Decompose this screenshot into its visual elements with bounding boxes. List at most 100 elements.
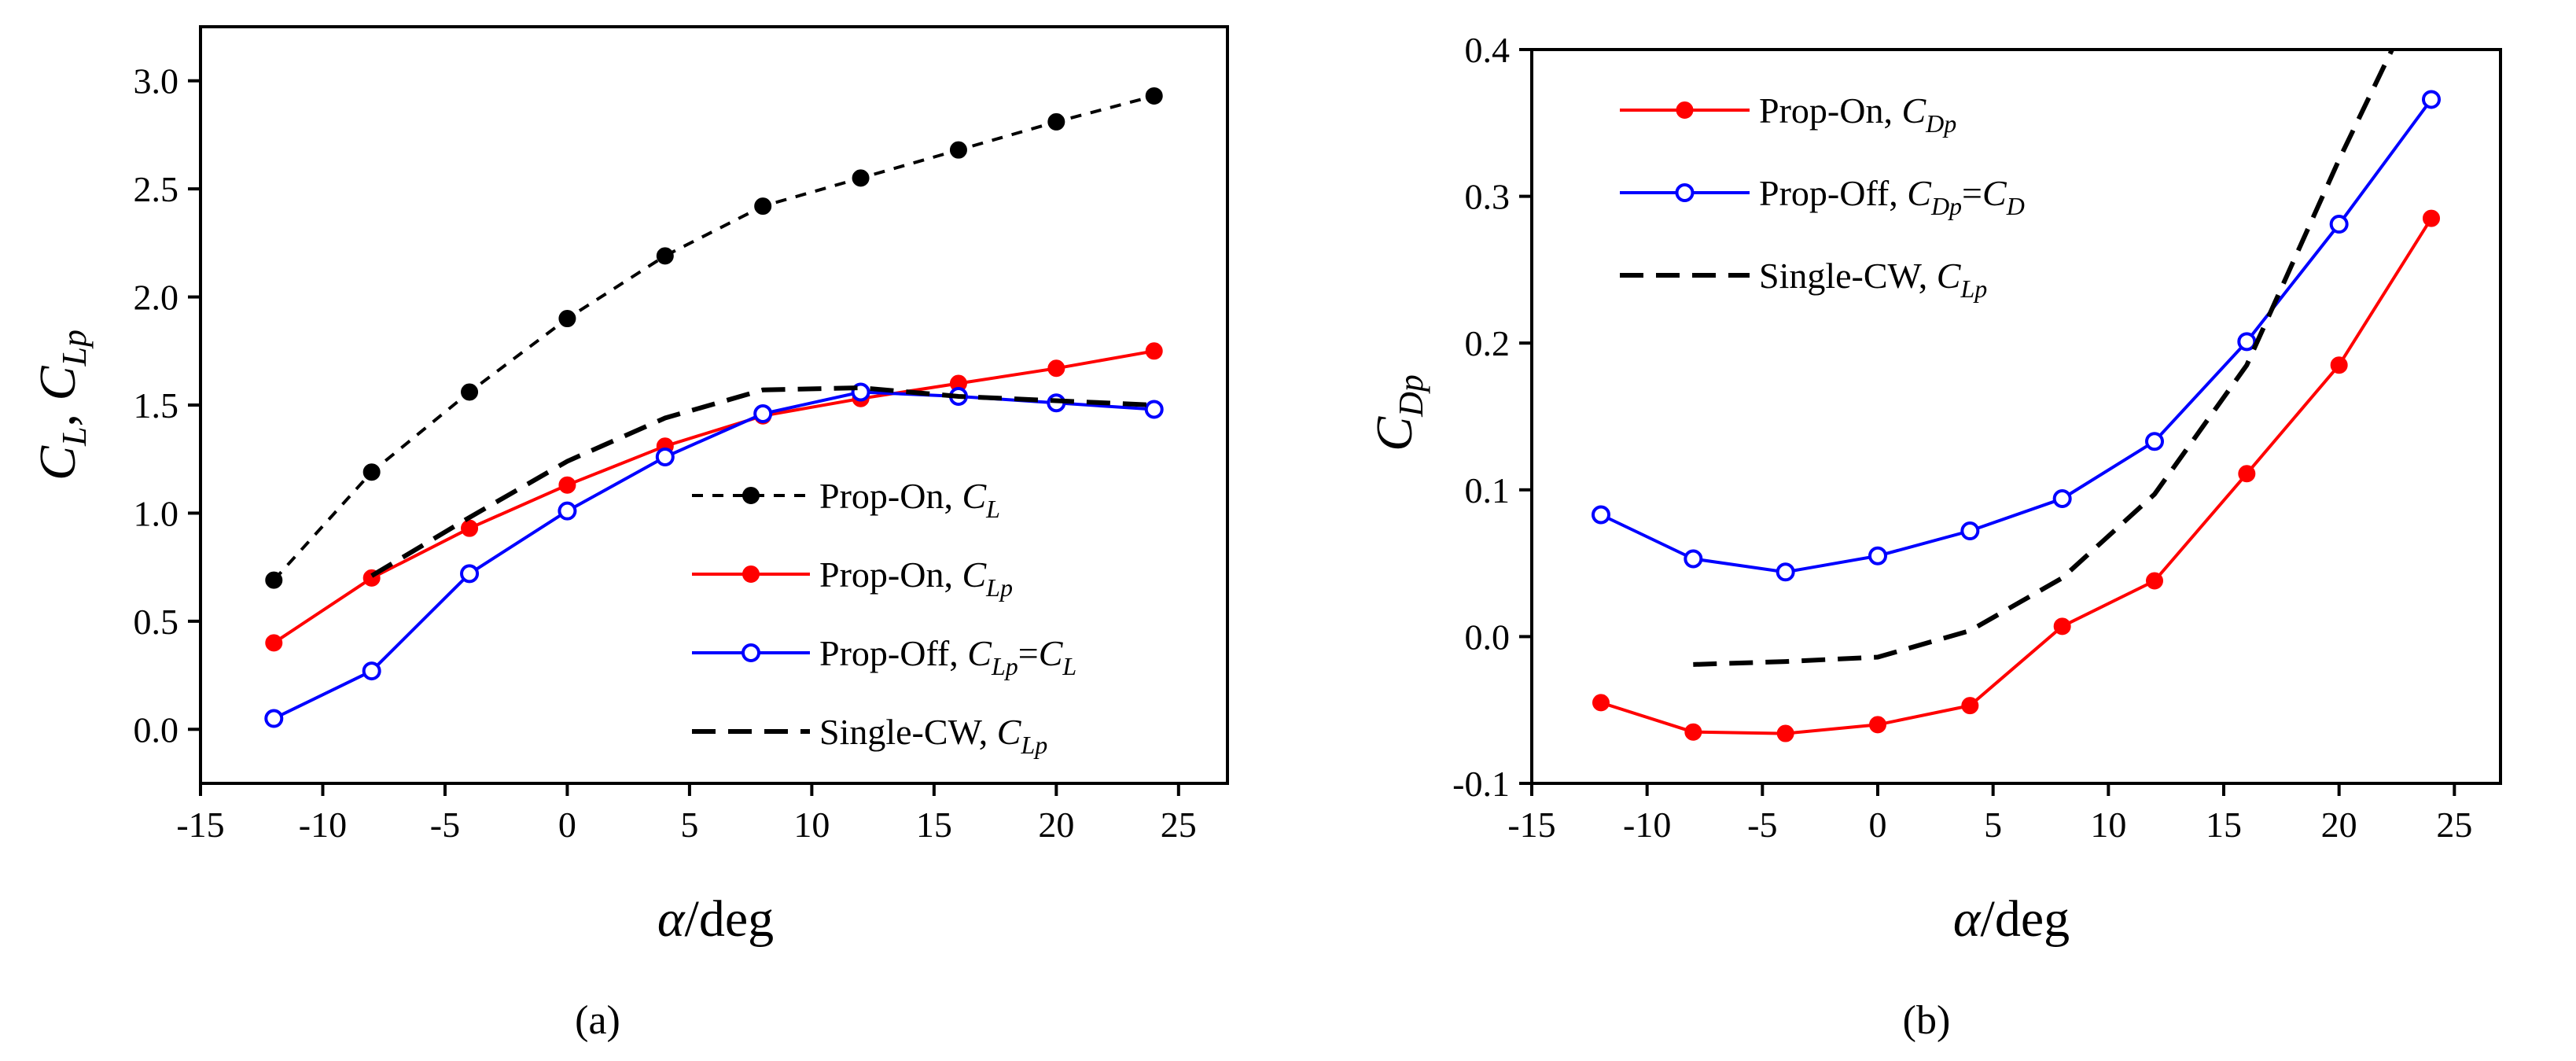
x-tick-label: -15 [176, 805, 224, 845]
y-tick-label: 0.0 [1465, 617, 1511, 657]
x-tick-label: 25 [1161, 805, 1197, 845]
series-line [1600, 98, 2433, 574]
data-point [460, 564, 480, 584]
y-tick-label: 0.4 [1465, 30, 1511, 70]
legend-marker [1676, 101, 1694, 119]
data-point [1592, 505, 1610, 525]
data-point [1592, 694, 1610, 712]
x-tick-label: -5 [1747, 805, 1777, 845]
legend-label: Prop-On, CDp [1759, 90, 1956, 138]
series-line [273, 349, 1155, 644]
data-point [1960, 521, 1980, 541]
series-a [264, 87, 1164, 728]
y-tick-label: 0.2 [1465, 323, 1511, 363]
data-point [362, 661, 381, 681]
data-point [1145, 342, 1163, 360]
x-tick-label: 20 [2321, 805, 2357, 845]
data-point [1868, 546, 1887, 565]
y-tick-label: 1.5 [134, 385, 179, 426]
legend-marker [742, 565, 760, 583]
x-tick-label: 10 [2090, 805, 2126, 845]
y-tick-label: 0.0 [134, 709, 179, 750]
y-tick-label: 0.1 [1465, 470, 1511, 510]
data-point [2146, 572, 2163, 590]
data-point [1776, 562, 1795, 582]
legend-a: Prop-On, CL Prop-On, CLp Prop-Off, CLp=CL S… [692, 476, 1076, 759]
data-point [1145, 87, 1163, 105]
data-point [1869, 716, 1886, 734]
data-point [265, 634, 283, 652]
data-point [949, 141, 967, 159]
data-point [2237, 332, 2257, 352]
data-point [1684, 723, 1702, 741]
y-title-a-sub2: Lp [55, 330, 94, 367]
data-point [2053, 617, 2071, 635]
y-title-b-sub: Dp [1392, 374, 1430, 418]
y-title-b-base: C [1366, 416, 1423, 451]
data-point [753, 403, 773, 423]
series-line [273, 390, 1154, 720]
ticks-a: -15 -10 -5 0 5 10 15 20 25 0.0 0.5 1.0 1.5 2.0 2.5 3.0 [134, 61, 1197, 845]
data-point [1144, 400, 1164, 419]
x-tick-label: 25 [2436, 805, 2472, 845]
data-point [2422, 90, 2441, 109]
data-point [558, 501, 577, 521]
data-point [754, 197, 772, 216]
x-tick-label: 0 [1869, 805, 1887, 845]
y-tick-label: -0.1 [1452, 764, 1510, 804]
data-point [2052, 488, 2072, 508]
x-axis-title-a: α/deg [657, 890, 774, 948]
x-title-a-symbol: α [657, 890, 686, 948]
x-tick-label: -10 [299, 805, 347, 845]
x-axis-title-b: α/deg [1953, 890, 2070, 948]
legend-marker [742, 643, 760, 662]
data-point [2238, 465, 2256, 483]
x-tick-label: -15 [1507, 805, 1555, 845]
series-line [1600, 217, 2433, 735]
data-point [2145, 432, 2164, 451]
x-tick-label: 15 [916, 805, 952, 845]
y-title-a-base2: C [29, 366, 86, 401]
ticks-b: -15 -10 -5 0 5 10 15 20 25 -0.1 0.0 0.1 0.2 0.3 0.4 [1452, 30, 2472, 845]
y-tick-label: 0.3 [1465, 177, 1511, 217]
x-tick-label: 0 [558, 805, 576, 845]
x-tick-label: 20 [1038, 805, 1074, 845]
y-title-a-sub1: L [55, 427, 94, 447]
y-tick-label: 2.0 [134, 278, 179, 318]
series-line [1693, 48, 2394, 667]
legend-label: Prop-On, CLp [819, 554, 1013, 602]
y-title-a-base1: C [29, 445, 86, 481]
panel-b: -15 -10 -5 0 5 10 15 20 25 -0.1 0.0 0.1 0.2 0.3 0.4 Pr… [1366, 30, 2502, 1043]
data-point [461, 383, 479, 401]
legend-label: Single-CW, CLp [1759, 256, 1987, 303]
x-tick-label: 5 [1984, 805, 2002, 845]
data-point [2330, 356, 2348, 374]
data-point [265, 571, 283, 589]
series-line [370, 385, 1154, 578]
x-tick-label: -10 [1623, 805, 1671, 845]
y-tick-label: 0.5 [134, 602, 179, 642]
data-point [1961, 697, 1979, 715]
y-axis-title-a: CL, CLp [29, 330, 94, 481]
legend-label: Prop-Off, CDp=CD [1759, 173, 2025, 220]
panel-label-b: (b) [1903, 998, 1951, 1043]
data-point [1047, 359, 1065, 378]
x-title-a-unit: /deg [685, 890, 775, 948]
data-point [1776, 724, 1794, 742]
legend-marker [742, 487, 760, 504]
plot-frame-b [1530, 48, 2502, 785]
data-point [852, 169, 870, 187]
y-tick-label: 1.0 [134, 493, 179, 533]
y-axis-title-b: CDp [1366, 374, 1430, 451]
data-point [362, 463, 381, 481]
data-point [655, 447, 675, 466]
y-title-a-sep: , [29, 401, 86, 427]
legend-marker [1675, 183, 1695, 202]
series-b [1592, 48, 2441, 742]
x-tick-label: 5 [680, 805, 698, 845]
series-line [272, 94, 1155, 581]
data-point [1047, 112, 1065, 131]
x-tick-label: 15 [2206, 805, 2242, 845]
data-point [461, 519, 479, 537]
